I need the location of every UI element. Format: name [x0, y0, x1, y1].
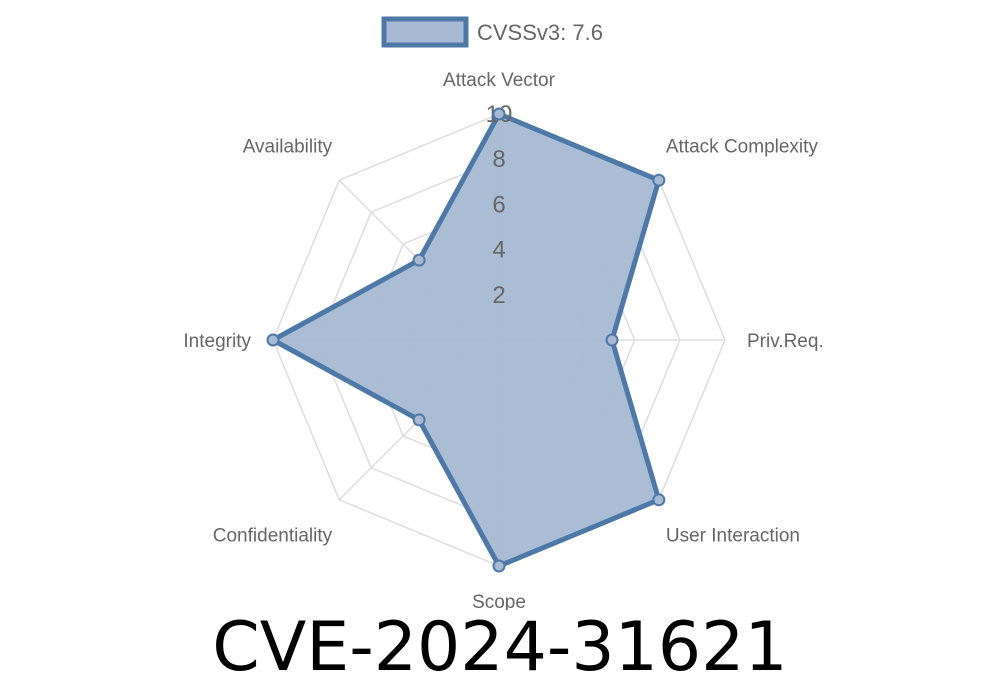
axis-label: Availability	[243, 137, 333, 158]
axis-label: Attack Complexity	[666, 137, 819, 158]
axis-label: User Interaction	[666, 525, 800, 546]
legend-swatch	[381, 16, 469, 48]
tick-label: 2	[492, 282, 505, 309]
data-points	[266, 107, 666, 573]
data-point	[492, 107, 506, 121]
tick-label: 8	[492, 146, 505, 173]
series-area	[270, 111, 662, 569]
tick-labels: 246810	[486, 101, 513, 309]
axis-label: Integrity	[183, 331, 251, 352]
data-point	[652, 493, 666, 507]
axis-labels: Attack Vector Attack Complexity Priv.Req. U…	[183, 70, 823, 610]
data-point	[266, 333, 280, 347]
axis-label: Attack Vector	[443, 70, 556, 91]
data-point	[605, 333, 619, 347]
axis-label: Priv.Req.	[747, 331, 824, 352]
data-area	[270, 111, 662, 569]
legend: CVSSv3: 7.6	[381, 16, 603, 48]
tick-label: 4	[492, 237, 505, 264]
data-point	[412, 253, 426, 267]
cve-title: CVE-2024-31621	[212, 608, 788, 687]
data-point	[492, 559, 506, 573]
axis-label: Confidentiality	[213, 525, 333, 546]
data-point	[412, 413, 426, 427]
data-point	[652, 173, 666, 187]
axis-label: Scope	[472, 592, 526, 610]
legend-label: CVSSv3: 7.6	[477, 20, 603, 45]
tick-label: 6	[492, 191, 505, 218]
